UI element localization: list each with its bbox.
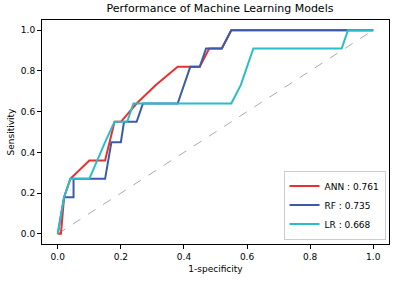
svg-text:0.0: 0.0 bbox=[21, 229, 36, 239]
svg-text:0.2: 0.2 bbox=[21, 188, 35, 198]
svg-text:0.4: 0.4 bbox=[21, 148, 36, 158]
svg-text:RF : 0.735: RF : 0.735 bbox=[325, 201, 371, 211]
svg-text:1-specificity: 1-specificity bbox=[188, 264, 243, 274]
svg-text:Sensitivity: Sensitivity bbox=[6, 108, 16, 156]
svg-text:0.0: 0.0 bbox=[51, 252, 66, 262]
svg-text:0.4: 0.4 bbox=[177, 252, 192, 262]
svg-text:0.6: 0.6 bbox=[240, 252, 255, 262]
svg-text:0.8: 0.8 bbox=[303, 252, 318, 262]
svg-text:LR : 0.668: LR : 0.668 bbox=[325, 220, 371, 230]
svg-text:Performance of Machine Learnin: Performance of Machine Learning Models bbox=[107, 2, 334, 15]
svg-text:1.0: 1.0 bbox=[21, 25, 36, 35]
svg-text:0.2: 0.2 bbox=[114, 252, 128, 262]
svg-text:0.8: 0.8 bbox=[21, 66, 36, 76]
svg-text:0.6: 0.6 bbox=[21, 107, 36, 117]
svg-text:1.0: 1.0 bbox=[366, 252, 381, 262]
svg-text:ANN : 0.761: ANN : 0.761 bbox=[325, 182, 379, 192]
